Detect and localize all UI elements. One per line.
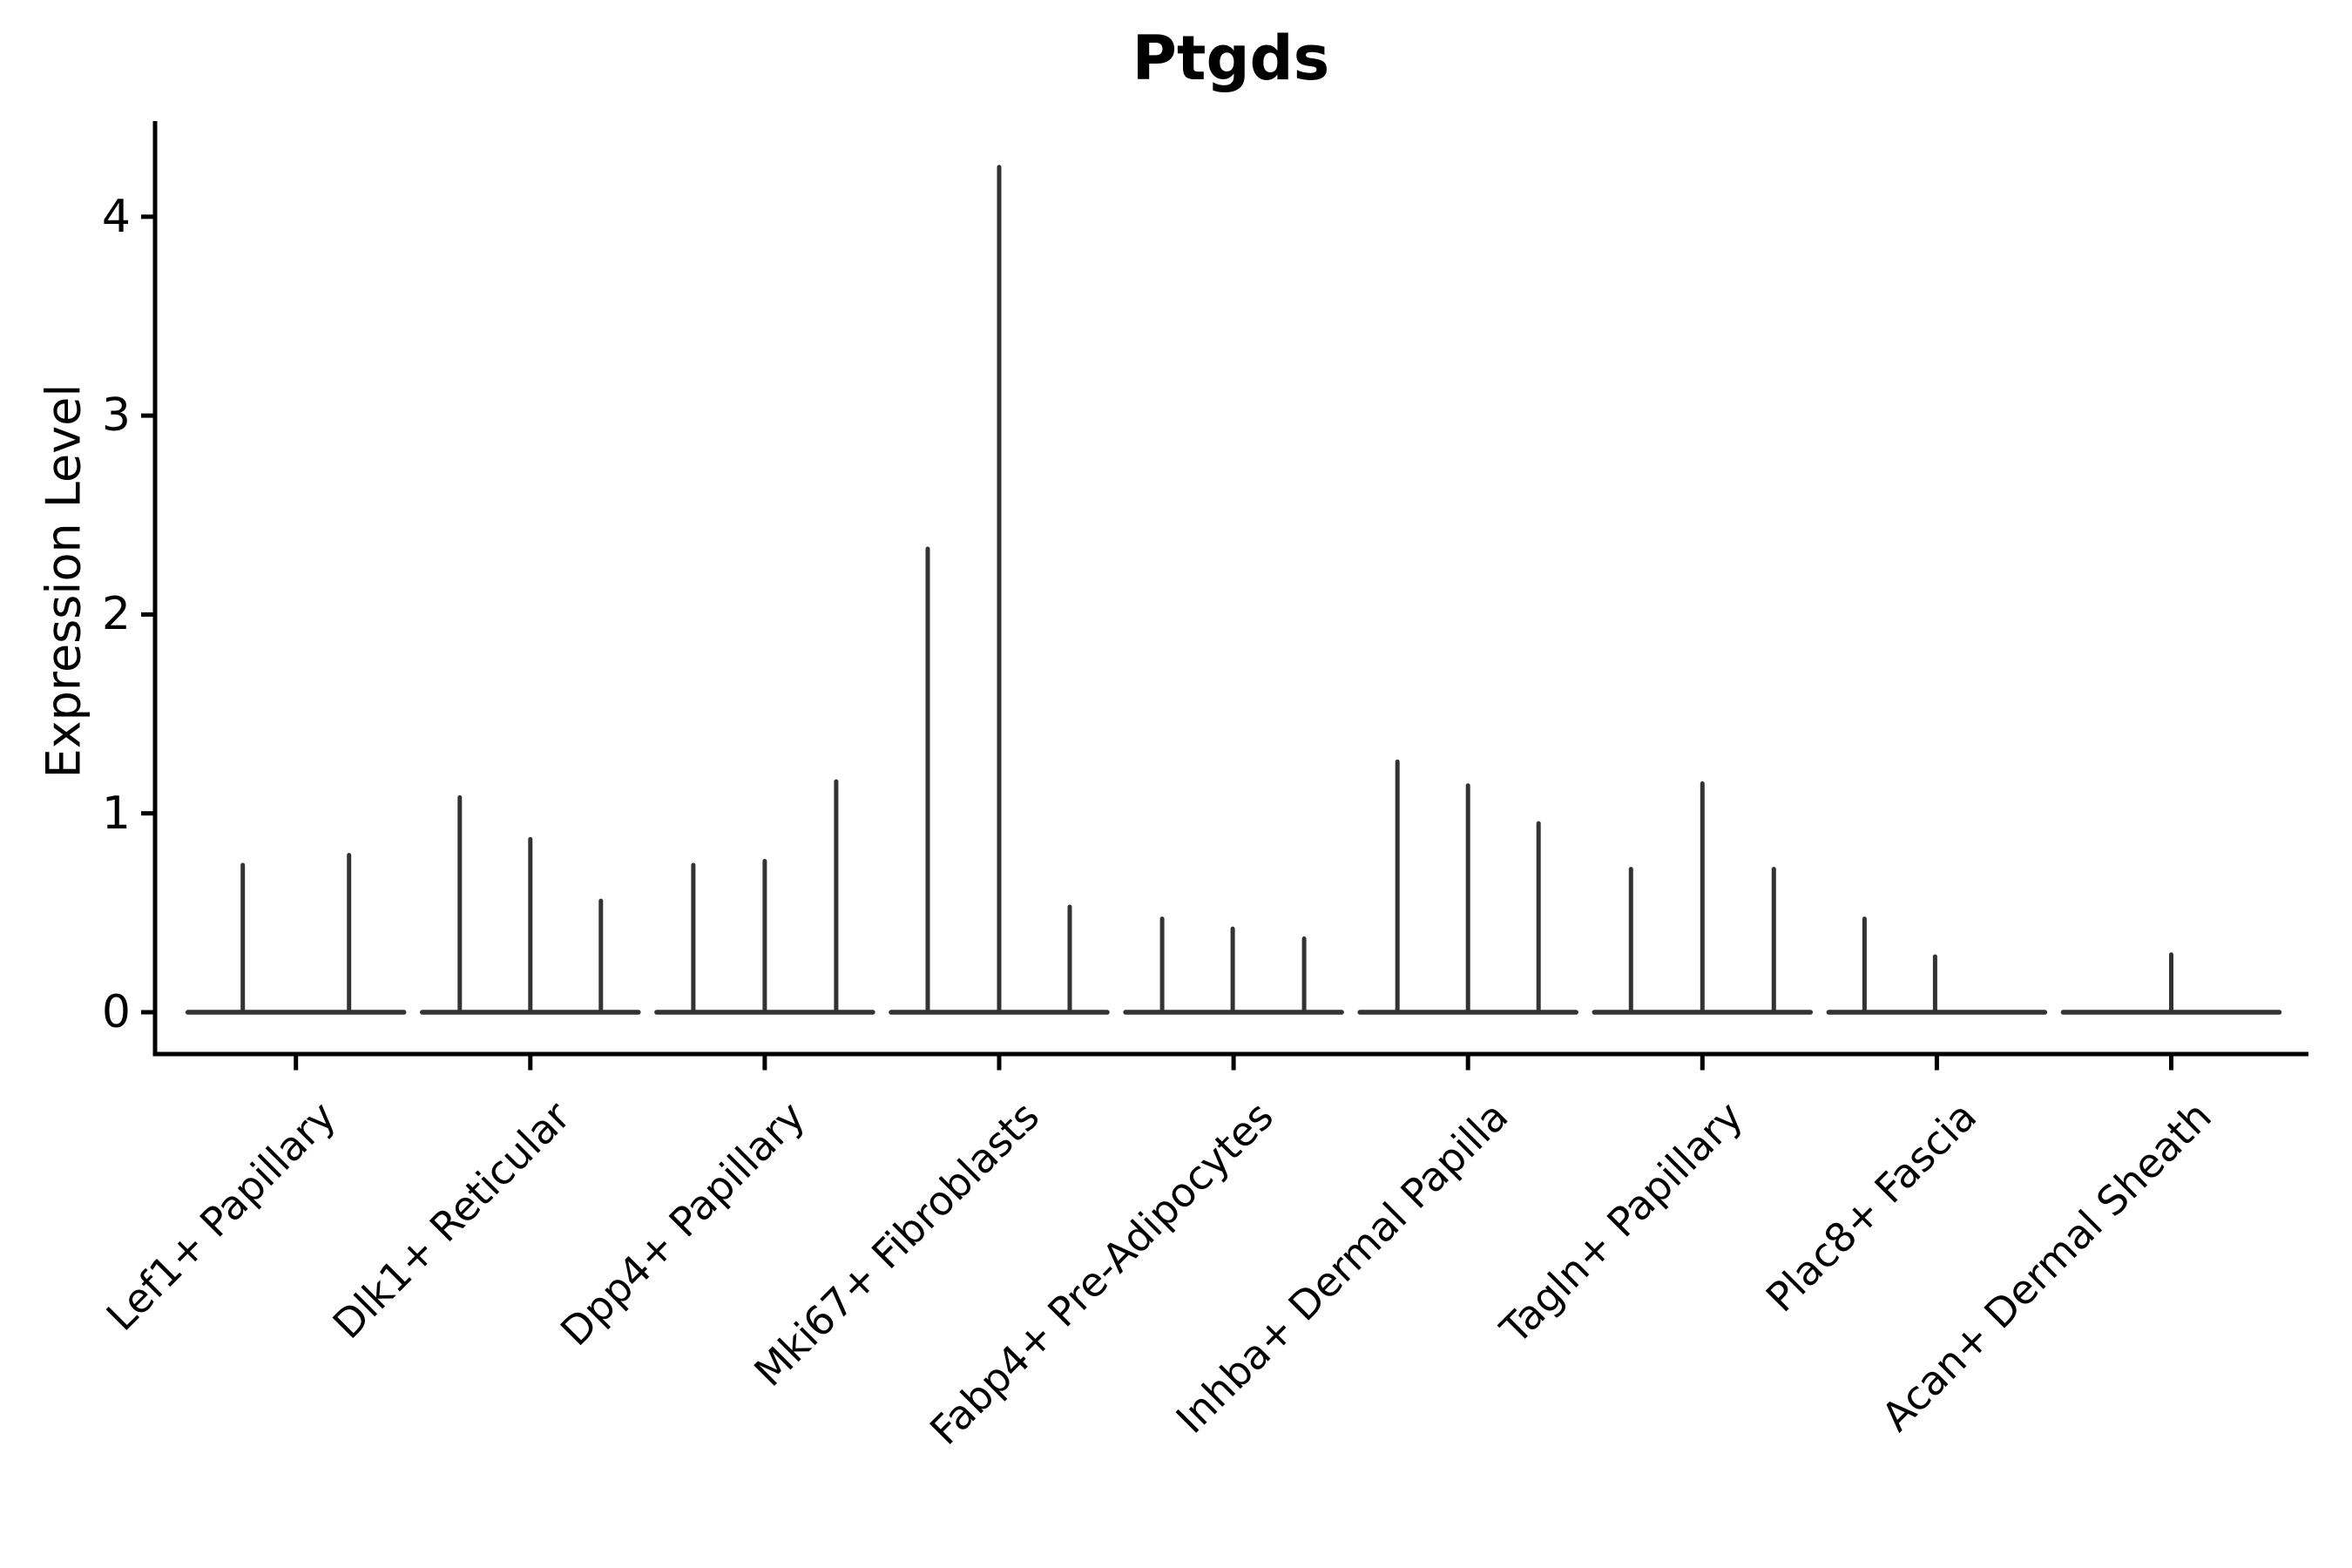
y-tick-label: 3 [101,389,131,443]
y-tick-label: 0 [101,986,131,1038]
chart-title: Ptgds [1132,23,1330,94]
y-tick-label: 4 [101,190,131,243]
y-tick-label: 1 [101,787,131,840]
y-axis-label: Expression Level [36,383,91,779]
y-tick-label: 2 [101,588,131,641]
